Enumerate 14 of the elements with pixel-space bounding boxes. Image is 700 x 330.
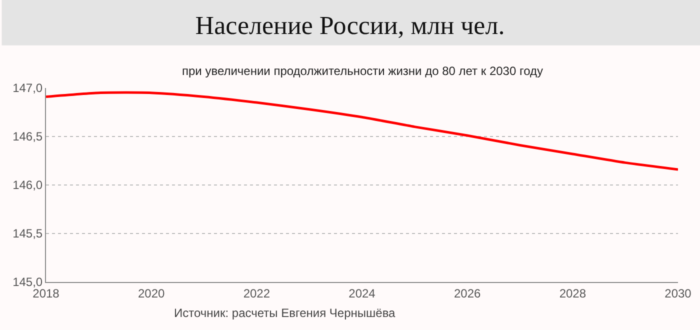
x-tick-label: 2030: [664, 286, 692, 300]
y-tick-label: 147,0: [12, 81, 43, 96]
chart-subtitle: при увеличении продолжительности жизни до 80 лет к 2030 году: [182, 64, 544, 78]
line-series: [46, 91, 678, 171]
x-tick-label: 2026: [454, 286, 481, 300]
y-tick-label: 146,0: [12, 178, 43, 192]
y-tick-label: 145,5: [12, 226, 43, 241]
x-tick-label: 2028: [559, 286, 586, 300]
y-tick-label: 146,5: [12, 130, 43, 144]
chart-title: Население России, млн чел.: [195, 11, 505, 40]
x-tick-label: 2024: [348, 286, 376, 300]
text: Источник: расчеты Евгения Чернышёва: [174, 306, 396, 320]
x-tick-label: 2020: [138, 286, 165, 300]
x-tick-label: 2022: [243, 286, 270, 300]
